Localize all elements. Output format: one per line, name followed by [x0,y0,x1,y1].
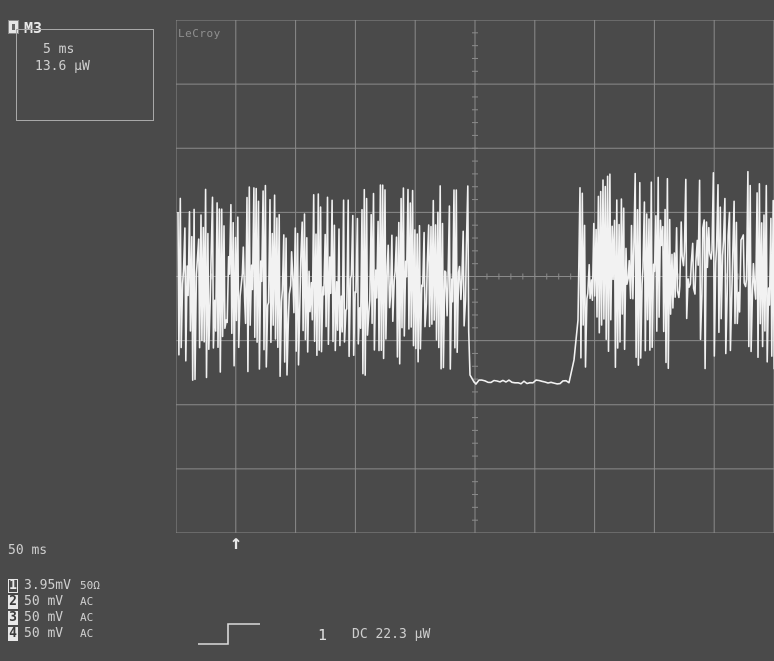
rising-edge-icon [198,623,260,645]
trigger-source[interactable]: 1 [318,626,328,644]
acquisition-timebase[interactable]: 50 ms [8,543,48,558]
trace-amplitude: 13.6 μW [35,59,90,74]
trace-timebase: 5 ms [43,42,75,57]
channel-number: 3 [8,610,18,625]
trace-name: M3 [24,19,43,37]
channel-scale: 50 mV [24,610,64,625]
trace-info-box[interactable]: 5 ms 13.6 μW [16,29,154,121]
channel-number: 2 [8,594,18,609]
channel-2-row[interactable]: 2 50 mV AC [8,594,93,609]
trigger-level[interactable]: DC 22.3 μW [352,627,431,642]
channel-scale: 3.95mV [24,578,71,593]
channel-coupling: 50Ω [80,579,100,592]
waveform-trace [177,170,774,385]
channel-3-row[interactable]: 3 50 mV AC [8,610,93,625]
channel-1-row[interactable]: 1 3.95mV 50Ω [8,578,100,593]
channel-scale: 50 mV [24,594,64,609]
channel-coupling: AC [80,627,94,640]
channel-scale: 50 mV [24,626,64,641]
channel-coupling: AC [80,611,94,624]
brand-label: LeCroy [178,27,221,40]
channel-number: 4 [8,626,18,641]
trace-header[interactable]: M3 [8,20,42,36]
waveform-grid[interactable] [176,20,774,533]
channel-number: 1 [8,578,18,593]
channel-4-row[interactable]: 4 50 mV AC [8,626,93,641]
trace-icon [8,20,19,34]
channel-coupling: AC [80,595,94,608]
trigger-position-arrow-icon[interactable]: ↑ [230,530,243,554]
